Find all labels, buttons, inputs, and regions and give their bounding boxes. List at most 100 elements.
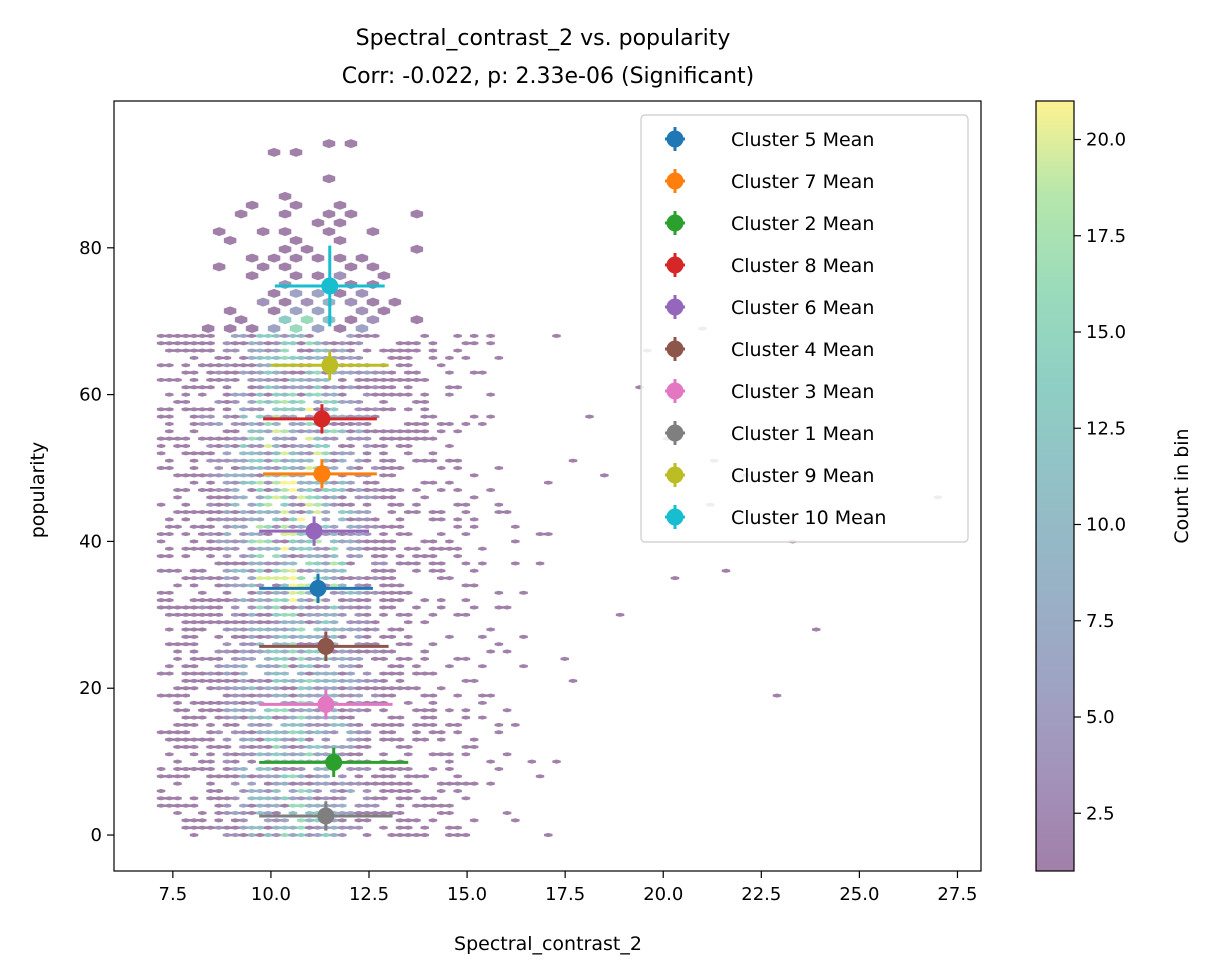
hexbin-cell xyxy=(263,788,273,794)
hexbin-cell xyxy=(410,209,424,219)
hexbin-cell xyxy=(346,788,355,794)
hexbin-cell xyxy=(198,678,207,683)
hexbin-cell xyxy=(280,429,289,434)
hexbin-cell xyxy=(511,722,520,728)
hexbin-cell xyxy=(478,700,487,706)
hexbin-cell xyxy=(263,737,273,742)
hexbin-cell xyxy=(362,436,372,441)
hexbin-cell xyxy=(420,796,429,801)
hexbin-cell xyxy=(255,480,265,485)
hexbin-cell xyxy=(288,693,298,698)
hexbin-cell xyxy=(379,598,388,603)
hexbin-cell xyxy=(428,355,438,361)
x-tick-label: 22.5 xyxy=(741,884,781,905)
hexbin-cell xyxy=(366,315,380,325)
hexbin-cell xyxy=(329,825,339,830)
hexbin-cell xyxy=(313,671,322,676)
hexbin-cell xyxy=(214,458,223,463)
hexbin-cell xyxy=(362,818,372,823)
hexbin-cell xyxy=(230,392,240,397)
hexbin-cell xyxy=(305,693,314,698)
hexbin-cell xyxy=(198,392,207,397)
hexbin-cell xyxy=(362,598,372,603)
hexbin-cell xyxy=(313,715,322,720)
hexbin-cell xyxy=(263,715,273,720)
hexbin-cell xyxy=(263,576,273,581)
hexbin-cell xyxy=(189,465,199,471)
hexbin-cell xyxy=(305,436,314,441)
hexbin-cell xyxy=(288,766,298,772)
hexbin-cell xyxy=(371,576,380,581)
cluster-0-errorbar xyxy=(259,573,373,604)
hexbin-cell xyxy=(305,370,314,375)
hexbin-cell xyxy=(214,656,223,661)
hexbin-cell xyxy=(214,399,223,405)
hexbin-cell xyxy=(428,554,438,559)
hexbin-cell xyxy=(189,509,199,515)
hexbin-cell xyxy=(305,539,314,544)
hexbin-cell xyxy=(296,788,306,794)
hexbin-cell xyxy=(412,686,421,691)
hexbin-cell xyxy=(165,524,174,529)
hexbin-cell xyxy=(255,737,265,742)
hexbin-cell xyxy=(263,810,273,816)
hexbin-cell xyxy=(379,392,388,397)
hexbin-cell xyxy=(222,568,232,573)
hexbin-cell xyxy=(206,436,215,441)
hexbin-cell xyxy=(272,664,281,669)
hexbin-cell xyxy=(338,708,347,713)
hexbin-cell xyxy=(288,443,298,449)
hexbin-cell xyxy=(321,377,331,383)
hexbin-cell xyxy=(263,620,273,625)
hexbin-cell xyxy=(247,774,256,779)
hexbin-cell xyxy=(189,524,199,529)
hexbin-cell xyxy=(296,554,306,559)
hexbin-cell xyxy=(288,377,298,383)
hexbin-cell xyxy=(239,766,248,772)
hexbin-cell xyxy=(255,355,265,361)
hexbin-cell xyxy=(511,818,520,823)
hexbin-cell xyxy=(412,421,421,427)
hexbin-cell xyxy=(329,429,339,434)
hexbin-cell xyxy=(379,524,388,529)
hexbin-cell xyxy=(453,781,462,786)
hexbin-cell xyxy=(206,487,215,493)
hexbin-cell xyxy=(181,634,191,639)
hexbin-cell xyxy=(206,458,215,463)
hexbin-cell xyxy=(296,421,306,427)
hexbin-cell xyxy=(255,451,265,456)
hexbin-cell xyxy=(469,818,479,823)
hexbin-cell xyxy=(403,620,413,625)
hexbin-cell xyxy=(173,524,182,529)
hexbin-cell xyxy=(321,686,331,691)
hexbin-cell xyxy=(230,421,240,427)
hexbin-cell xyxy=(329,458,339,463)
hexbin-cell xyxy=(189,722,199,728)
hexbin-cell xyxy=(189,700,199,706)
hexbin-cell xyxy=(198,568,207,573)
hexbin-cell xyxy=(379,708,388,713)
hexbin-cell xyxy=(379,370,388,375)
hexbin-cell xyxy=(198,487,207,493)
hexbin-cell xyxy=(165,341,174,346)
hexbin-cell xyxy=(305,377,314,383)
hexbin-cell xyxy=(230,825,240,830)
hexbin-cell xyxy=(189,407,199,412)
hexbin-cell xyxy=(222,554,232,559)
hexbin-cell xyxy=(296,818,306,823)
hexbin-cell xyxy=(428,539,438,544)
hexbin-cell xyxy=(255,568,265,573)
hexbin-cell xyxy=(379,348,388,353)
legend-label: Cluster 5 Mean xyxy=(731,129,874,151)
y-tick-label: 40 xyxy=(79,531,102,552)
hexbin-cell xyxy=(379,377,388,383)
hexbin-cell xyxy=(173,781,182,786)
hexbin-cell xyxy=(289,306,303,316)
hexbin-cell xyxy=(239,693,248,698)
hexbin-cell xyxy=(198,737,207,742)
hexbin-cell xyxy=(321,341,331,346)
hexbin-cell xyxy=(387,810,397,816)
hexbin-cell xyxy=(255,539,265,544)
hexbin-cell xyxy=(305,392,314,397)
hexbin-cell xyxy=(189,576,199,581)
